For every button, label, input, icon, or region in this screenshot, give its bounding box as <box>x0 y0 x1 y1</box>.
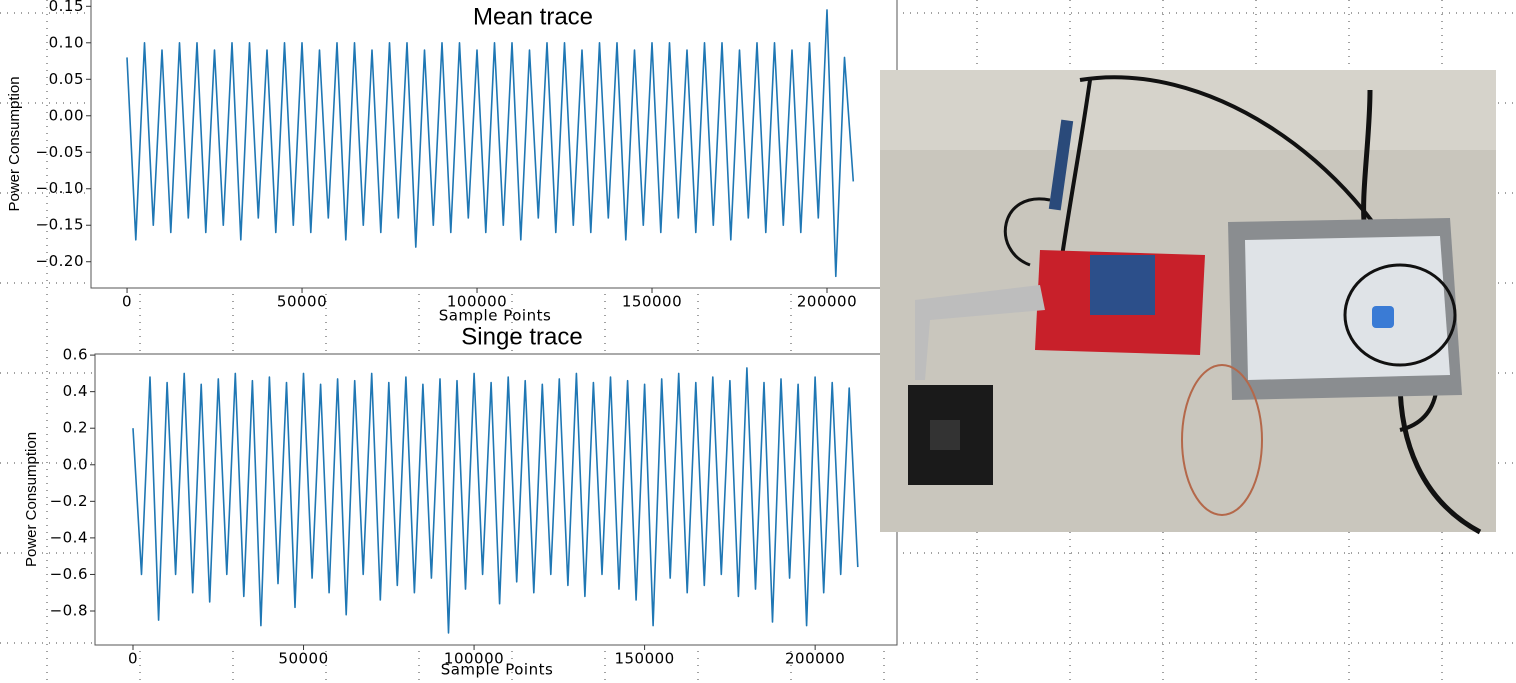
trace-line <box>132 367 859 634</box>
y-tick-label: −0.4 <box>50 528 88 546</box>
y-tick-label: −0.15 <box>36 216 84 234</box>
usb-cable <box>1361 89 1373 231</box>
coax-cable <box>1181 364 1263 516</box>
y-tick-label: 0.0 <box>63 455 88 473</box>
y-axis-label: Power Consumption <box>23 432 40 567</box>
x-tick-label: 100000 <box>447 293 507 311</box>
y-tick-label: 0.4 <box>63 382 88 400</box>
trace-line <box>126 9 855 278</box>
y-tick-label: −0.6 <box>50 565 88 583</box>
photo <box>880 70 1496 535</box>
probe <box>1048 119 1074 211</box>
y-axis-label: Power Consumption <box>6 76 23 211</box>
chart: 0.6 0.4 0.2 0.0 −0.2 −0.4 −0.6 −0.8 0 50000 100000… <box>23 323 898 679</box>
y-tick-label: 0.05 <box>49 70 84 88</box>
cable-loop <box>1343 263 1457 367</box>
y-tick-label: −0.8 <box>50 602 88 620</box>
y-tick-label: −0.10 <box>36 179 84 197</box>
y-tick-label: −0.20 <box>36 252 84 270</box>
y-tick-label: −0.2 <box>50 492 88 510</box>
x-tick-label: 0 <box>122 293 132 311</box>
y-tick-label: 0.15 <box>49 0 84 15</box>
scope-front <box>1245 236 1450 380</box>
y-tick-label: 0.6 <box>63 346 88 364</box>
x-axis-label: Sample Points <box>441 661 554 679</box>
chart-title: Mean trace <box>473 3 593 30</box>
charts: 0.150.100.050.00−0.05−0.10−0.15−0.200 500… <box>6 0 898 679</box>
ribbon-cable <box>915 285 1045 380</box>
x-tick-label: 50000 <box>277 293 327 311</box>
probe-ground <box>1003 197 1051 267</box>
x-axis-label: Sample Points <box>439 307 552 325</box>
chart: 0.15 0.10 0.05 0.00 −0.05 −0.10 −0.15 −0.20 0 500… <box>6 0 898 325</box>
x-tick-label: 200000 <box>797 293 857 311</box>
chart-title: Singe trace <box>461 323 582 350</box>
photo-wall <box>880 70 1496 150</box>
y-tick-label: −0.05 <box>36 143 84 161</box>
probe-cable <box>1058 79 1092 271</box>
cable <box>1397 379 1482 535</box>
x-tick-label: 50000 <box>278 650 328 668</box>
y-tick-label: 0.10 <box>49 33 84 51</box>
x-tick-label: 200000 <box>785 650 845 668</box>
x-tick-label: 0 <box>128 650 138 668</box>
module <box>1090 255 1155 315</box>
x-tick-label: 150000 <box>614 650 674 668</box>
scope-logo <box>1372 306 1394 328</box>
y-tick-label: 0.2 <box>63 419 88 437</box>
y-tick-label: 0.00 <box>49 106 84 124</box>
x-tick-label: 150000 <box>622 293 682 311</box>
x-tick-label: 100000 <box>444 650 504 668</box>
chip <box>930 420 960 450</box>
